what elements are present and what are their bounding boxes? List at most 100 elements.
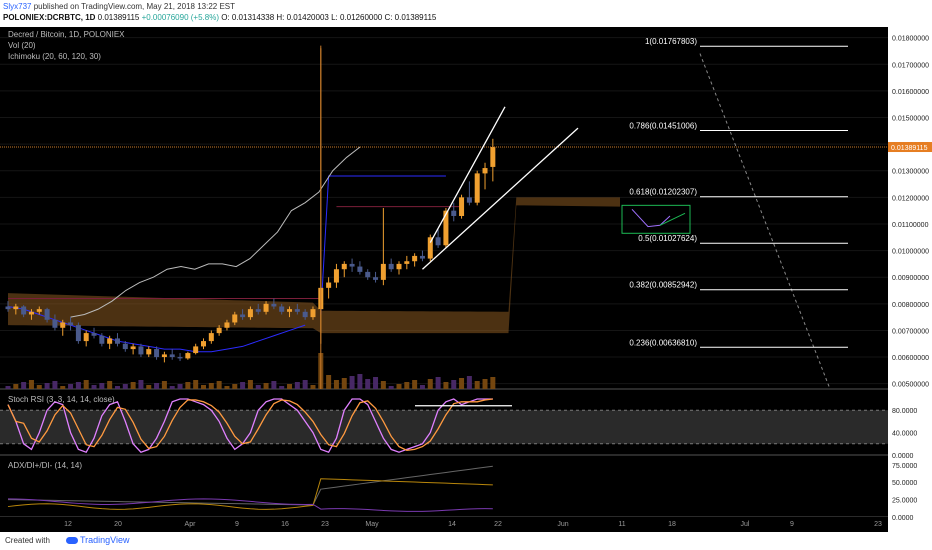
volume-bar [146,385,152,389]
candle-body [114,338,120,344]
candle-body [201,341,206,347]
volume-bar [341,378,347,389]
candle-body [130,346,136,350]
legend-ichimoku: Ichimoku (20, 60, 120, 30) [8,52,101,61]
time-tick-label: 9 [235,521,239,528]
volume-bar [21,382,27,389]
time-tick-label: 16 [281,521,289,528]
candle-body [341,263,347,270]
stoch-rsi-pane [0,398,888,453]
time-tick-label: 23 [874,521,882,528]
target-box [621,204,691,234]
chart-background [0,27,888,532]
volume-bar [357,374,363,389]
candle-body [208,333,214,342]
fib-label: 0.5(0.01027624) [638,234,697,243]
adx-tick-label: 50.0000 [892,480,917,487]
price-tick-label: 0.00600000 [892,355,929,362]
candle-body [412,255,418,262]
fib-label: 0.618(0.01202307) [629,188,697,197]
candle-body [474,173,480,203]
volume-bar [83,380,89,389]
candle-body [365,271,371,278]
volume-bar [373,377,379,389]
chart-area[interactable]: 1(0.01767803) 0.786(0.01451006) 0.618(0.01… [0,27,932,532]
volume-bar [333,380,339,389]
volume-bar [451,380,457,389]
candle-body [13,306,19,310]
candle-body [255,309,261,312]
time-tick-label: 12 [64,521,72,528]
candle-body [138,346,144,355]
publish-line: Slyx737 published on TradingView.com, Ma… [3,2,235,11]
time-tick-label: Jun [557,521,568,528]
ichimoku-lines [7,146,462,353]
volume-bar [240,382,246,389]
candle-body [83,333,89,342]
candle-body [224,322,230,328]
stoch-d-line [7,398,493,452]
stoch-band [0,410,888,444]
volume-bar [68,384,74,389]
volume-bar [435,377,441,389]
author-link[interactable]: Slyx737 [3,2,32,11]
price-tick-label: 0.01500000 [892,116,929,123]
volume-bar [5,386,11,389]
price-chart[interactable]: 1(0.01767803) 0.786(0.01451006) 0.618(0.01… [0,27,932,532]
candle-body [302,311,308,318]
adx-tick-label: 0.0000 [892,515,914,522]
volume-bar [44,383,50,389]
candle-body [419,255,425,259]
time-tick-label: 14 [448,521,456,528]
volume-bar [287,384,293,389]
volume-bar [28,380,34,389]
publish-header: Slyx737 published on TradingView.com, Ma… [0,0,932,26]
volume-bar [310,385,316,389]
time-tick-label: Apr [185,521,197,528]
di-minus-line [7,498,493,512]
candle-body [333,269,339,283]
projection-path [631,208,671,228]
volume-bar [419,385,425,389]
current-price-label: 0.01389115 [891,145,928,152]
target-arrow [659,212,686,226]
volume-bar [263,383,269,389]
candle-body [279,306,285,312]
channel-upper-line [429,106,506,243]
price-tick-label: 0.01800000 [892,36,929,43]
candle-body [44,309,50,320]
candle-body [75,325,81,342]
adx-line [7,465,493,506]
price-tick-label: 0.01700000 [892,62,929,69]
di-plus-line [7,478,493,510]
price-change: +0.00076090 (+5.8%) [139,13,219,22]
volume-bar [365,379,371,389]
volume-bar [169,386,175,389]
volume-bar [201,385,206,389]
candle-body [240,314,246,318]
candle-body [451,210,457,216]
volume-bar [279,386,285,389]
price-tick-label: 0.00900000 [892,275,929,282]
volume-bar [404,382,410,389]
candle-body [427,237,433,259]
adx-tick-label: 25.0000 [892,498,917,505]
time-tick-label: 20 [114,521,122,528]
fib-label: 0.382(0.00852942) [629,281,697,290]
candle-body [68,322,74,326]
created-with: Created with [5,536,50,545]
candle-body [466,197,472,203]
volume-bars [5,353,496,389]
candle-body [21,306,27,315]
volume-bar [161,381,167,389]
volume-bar [60,386,66,389]
candle-body [326,282,332,288]
fib-label: 0.236(0.00636810) [629,338,697,347]
candle-body [60,322,66,328]
candle-body [91,333,97,336]
volume-bar [216,381,222,389]
tradingview-brand[interactable]: TradingView [66,535,130,545]
candle-body [177,357,183,359]
price-tick-label: 0.00700000 [892,328,929,335]
volume-bar [474,381,480,389]
